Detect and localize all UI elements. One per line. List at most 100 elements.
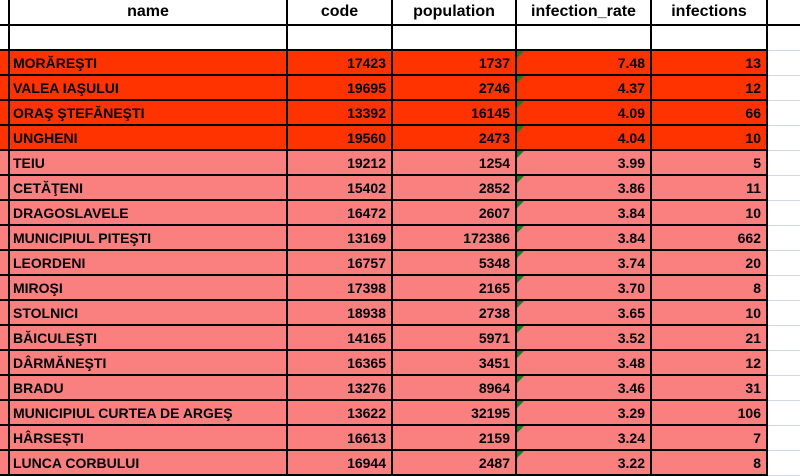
cell-code[interactable]: 13622 — [288, 401, 393, 426]
cell-left-neighbor[interactable] — [0, 401, 10, 426]
cell-name[interactable]: UNGHENI — [10, 126, 288, 151]
blank-cell[interactable] — [0, 26, 10, 51]
cell-infections[interactable]: 66 — [652, 101, 768, 126]
cell-infections[interactable]: 8 — [652, 451, 768, 476]
cell-population[interactable]: 5348 — [393, 251, 517, 276]
cell-population[interactable]: 2852 — [393, 176, 517, 201]
cell-population[interactable]: 2607 — [393, 201, 517, 226]
cell-population[interactable]: 1737 — [393, 51, 517, 76]
cell-infections[interactable]: 10 — [652, 126, 768, 151]
cell-right-neighbor[interactable] — [768, 101, 800, 126]
cell-infection-rate[interactable]: 4.09 — [517, 101, 652, 126]
cell-name[interactable]: HÂRSEȘTI — [10, 426, 288, 451]
cell-population[interactable]: 2487 — [393, 451, 517, 476]
cell-infection-rate[interactable]: 3.22 — [517, 451, 652, 476]
cell-right-neighbor[interactable] — [768, 226, 800, 251]
cell-infection-rate[interactable]: 3.46 — [517, 376, 652, 401]
cell-infection-rate[interactable]: 3.84 — [517, 201, 652, 226]
header-cell-infection-rate[interactable]: infection_rate — [517, 0, 652, 26]
cell-code[interactable]: 16472 — [288, 201, 393, 226]
cell-code[interactable]: 17398 — [288, 276, 393, 301]
cell-right-neighbor[interactable] — [768, 176, 800, 201]
cell-code[interactable]: 18938 — [288, 301, 393, 326]
cell-name[interactable]: VALEA IAŞULUI — [10, 76, 288, 101]
cell-code[interactable]: 13276 — [288, 376, 393, 401]
cell-name[interactable]: BRADU — [10, 376, 288, 401]
cell-code[interactable]: 19212 — [288, 151, 393, 176]
cell-right-neighbor[interactable] — [768, 451, 800, 476]
blank-cell[interactable] — [652, 26, 768, 51]
cell-population[interactable]: 2473 — [393, 126, 517, 151]
cell-infections[interactable]: 31 — [652, 376, 768, 401]
cell-right-neighbor[interactable] — [768, 426, 800, 451]
cell-left-neighbor[interactable] — [0, 101, 10, 126]
cell-left-neighbor[interactable] — [0, 151, 10, 176]
cell-left-neighbor[interactable] — [0, 426, 10, 451]
cell-infection-rate[interactable]: 3.86 — [517, 176, 652, 201]
cell-right-neighbor[interactable] — [768, 76, 800, 101]
header-cell-infections[interactable]: infections — [652, 0, 768, 26]
cell-left-neighbor[interactable] — [0, 226, 10, 251]
cell-name[interactable]: BĂICULEŞTI — [10, 326, 288, 351]
cell-left-neighbor[interactable] — [0, 451, 10, 476]
cell-infection-rate[interactable]: 7.48 — [517, 51, 652, 76]
cell-left-neighbor[interactable] — [0, 301, 10, 326]
cell-left-neighbor[interactable] — [0, 201, 10, 226]
cell-code[interactable]: 19695 — [288, 76, 393, 101]
cell-infections[interactable]: 21 — [652, 326, 768, 351]
cell-name[interactable]: LUNCA CORBULUI — [10, 451, 288, 476]
cell-infections[interactable]: 8 — [652, 276, 768, 301]
header-left-neighbor-cell[interactable] — [0, 0, 10, 26]
cell-infection-rate[interactable]: 3.65 — [517, 301, 652, 326]
cell-left-neighbor[interactable] — [0, 126, 10, 151]
cell-code[interactable]: 16613 — [288, 426, 393, 451]
cell-right-neighbor[interactable] — [768, 376, 800, 401]
cell-right-neighbor[interactable] — [768, 126, 800, 151]
cell-population[interactable]: 1254 — [393, 151, 517, 176]
cell-left-neighbor[interactable] — [0, 251, 10, 276]
cell-right-neighbor[interactable] — [768, 326, 800, 351]
cell-right-neighbor[interactable] — [768, 401, 800, 426]
cell-left-neighbor[interactable] — [0, 376, 10, 401]
header-cell-name[interactable]: name — [10, 0, 288, 26]
cell-code[interactable]: 14165 — [288, 326, 393, 351]
cell-infection-rate[interactable]: 3.74 — [517, 251, 652, 276]
cell-infections[interactable]: 20 — [652, 251, 768, 276]
cell-population[interactable]: 2159 — [393, 426, 517, 451]
cell-infection-rate[interactable]: 4.04 — [517, 126, 652, 151]
cell-code[interactable]: 17423 — [288, 51, 393, 76]
blank-cell[interactable] — [288, 26, 393, 51]
cell-left-neighbor[interactable] — [0, 326, 10, 351]
cell-right-neighbor[interactable] — [768, 201, 800, 226]
cell-name[interactable]: TEIU — [10, 151, 288, 176]
cell-population[interactable]: 16145 — [393, 101, 517, 126]
cell-name[interactable]: DÂRMĂNEŞTI — [10, 351, 288, 376]
cell-left-neighbor[interactable] — [0, 176, 10, 201]
cell-infection-rate[interactable]: 3.70 — [517, 276, 652, 301]
cell-right-neighbor[interactable] — [768, 51, 800, 76]
cell-infections[interactable]: 106 — [652, 401, 768, 426]
header-cell-code[interactable]: code — [288, 0, 393, 26]
cell-infections[interactable]: 13 — [652, 51, 768, 76]
cell-code[interactable]: 16365 — [288, 351, 393, 376]
cell-population[interactable]: 8964 — [393, 376, 517, 401]
cell-infection-rate[interactable]: 3.24 — [517, 426, 652, 451]
header-right-neighbor-cell[interactable] — [768, 0, 800, 26]
cell-infections[interactable]: 12 — [652, 76, 768, 101]
cell-left-neighbor[interactable] — [0, 76, 10, 101]
cell-infections[interactable]: 12 — [652, 351, 768, 376]
cell-infection-rate[interactable]: 3.84 — [517, 226, 652, 251]
cell-code[interactable]: 13392 — [288, 101, 393, 126]
cell-left-neighbor[interactable] — [0, 351, 10, 376]
cell-infection-rate[interactable]: 4.37 — [517, 76, 652, 101]
cell-name[interactable]: STOLNICI — [10, 301, 288, 326]
cell-infections[interactable]: 5 — [652, 151, 768, 176]
blank-cell[interactable] — [393, 26, 517, 51]
cell-code[interactable]: 13169 — [288, 226, 393, 251]
cell-name[interactable]: MORĂREŞTI — [10, 51, 288, 76]
cell-name[interactable]: CETĂŢENI — [10, 176, 288, 201]
cell-infection-rate[interactable]: 3.29 — [517, 401, 652, 426]
cell-right-neighbor[interactable] — [768, 276, 800, 301]
cell-code[interactable]: 19560 — [288, 126, 393, 151]
blank-cell[interactable] — [10, 26, 288, 51]
